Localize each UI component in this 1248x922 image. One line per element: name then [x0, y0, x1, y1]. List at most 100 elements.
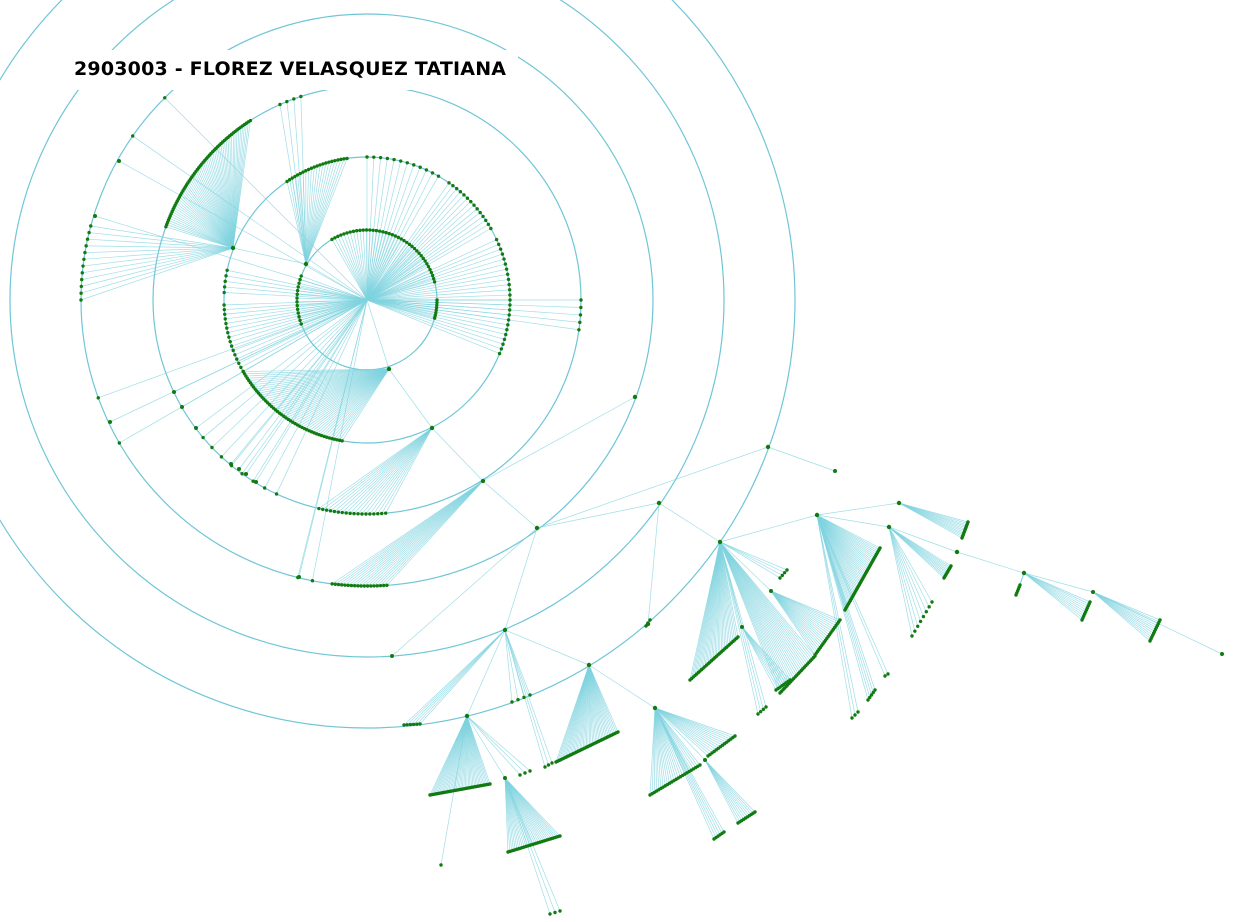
tree-node [433, 316, 436, 319]
tree-node [292, 97, 295, 100]
tree-node [579, 306, 582, 309]
tree-node [263, 486, 266, 489]
tree-node [887, 525, 891, 529]
level-ring [0, 0, 795, 728]
tree-node [399, 159, 402, 162]
tree-node [371, 229, 374, 232]
tree-node [317, 507, 320, 510]
tree-node [698, 763, 701, 766]
level-ring [10, 0, 724, 657]
tree-node [356, 584, 359, 587]
tree-edge [483, 397, 635, 481]
tree-edge [362, 428, 432, 514]
tree-node [481, 215, 484, 218]
tree-node [897, 501, 901, 505]
tree-node [508, 298, 511, 301]
tree-node [472, 203, 475, 206]
tree-node [922, 615, 925, 618]
tree-node [508, 308, 511, 311]
tree-edge [659, 503, 720, 542]
tree-node [507, 318, 510, 321]
tree-node [503, 628, 507, 632]
tree-node [736, 635, 739, 638]
tree-node [425, 168, 428, 171]
tree-node [431, 171, 434, 174]
tree-node [756, 712, 759, 715]
tree-node [339, 233, 342, 236]
ring-group [0, 0, 795, 728]
tree-node [418, 166, 421, 169]
tree-node [488, 782, 491, 785]
tree-edge [648, 503, 659, 624]
tree-node [439, 863, 442, 866]
tree-node [318, 163, 321, 166]
tree-edge [889, 527, 929, 607]
tree-node [333, 159, 336, 162]
tree-node [342, 232, 345, 235]
tree-node [703, 758, 707, 762]
tree-edge [366, 428, 432, 514]
tree-node [233, 353, 236, 356]
tree-edge [338, 236, 367, 300]
tree-node [333, 510, 336, 513]
tree-node [117, 159, 121, 163]
tree-node [833, 469, 837, 473]
tree-node [406, 161, 409, 164]
tree-node [505, 328, 508, 331]
tree-node [330, 238, 333, 241]
tree-node [633, 395, 637, 399]
tree-node [578, 321, 581, 324]
tree-node [853, 713, 856, 716]
tree-node [297, 282, 300, 285]
tree-node [856, 710, 859, 713]
tree-node [239, 366, 242, 369]
tree-node [97, 396, 100, 399]
tree-node [504, 262, 507, 265]
tree-node [883, 674, 886, 677]
tree-node [330, 582, 333, 585]
tree-node [297, 285, 300, 288]
tree-node [919, 620, 922, 623]
tree-node [321, 162, 324, 165]
tree-node [379, 584, 382, 587]
tree-node [548, 912, 551, 915]
tree-edge [81, 248, 233, 300]
tree-node [447, 181, 450, 184]
tree-node [528, 769, 531, 772]
tree-node [653, 706, 657, 710]
tree-node [657, 501, 661, 505]
tree-node [254, 480, 258, 484]
tree-node [955, 550, 959, 554]
tree-node [382, 584, 385, 587]
tree-node [80, 285, 83, 288]
tree-node [543, 765, 546, 768]
tree-node [381, 230, 384, 233]
tree-node [343, 583, 346, 586]
tree-node [387, 232, 390, 235]
tree-node [224, 280, 227, 283]
tree-node [79, 298, 82, 301]
tree-node [368, 228, 371, 231]
page-title: 2903003 - FLOREZ VELASQUEZ TATIANA [74, 58, 506, 80]
tree-edge [367, 240, 497, 300]
tree-node [348, 512, 351, 515]
tree-node [329, 509, 332, 512]
tree-node [342, 157, 345, 160]
tree-node [237, 467, 241, 471]
tree-node [528, 693, 531, 696]
tree-node [225, 326, 228, 329]
tree-node [518, 773, 521, 776]
tree-node [503, 776, 507, 780]
tree-node [930, 600, 933, 603]
tree-node [838, 618, 841, 621]
tree-node [369, 584, 372, 587]
tree-node [163, 96, 166, 99]
tree-node [506, 273, 509, 276]
tree-node [172, 390, 176, 394]
tree-node [339, 158, 342, 161]
tree-node [86, 238, 89, 241]
tree-node [740, 625, 744, 629]
tree-node [224, 274, 227, 277]
tree-node [399, 237, 402, 240]
